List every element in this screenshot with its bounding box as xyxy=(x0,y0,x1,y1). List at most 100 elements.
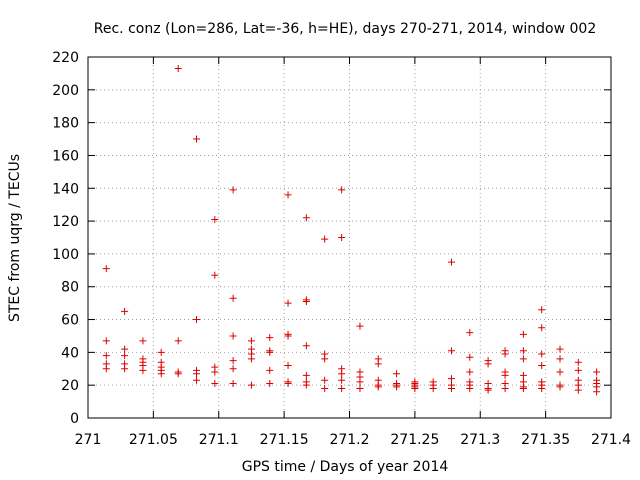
data-point-marker xyxy=(447,347,455,355)
data-point-marker xyxy=(193,376,201,384)
data-point-marker xyxy=(321,384,329,392)
data-point-marker xyxy=(102,337,110,345)
data-point-marker xyxy=(157,370,165,378)
data-point-marker xyxy=(302,297,310,305)
data-point-marker xyxy=(284,380,292,388)
data-point-marker xyxy=(338,186,346,194)
data-point-marker xyxy=(538,361,546,369)
x-tick-label: 271.35 xyxy=(521,432,570,448)
data-point-marker xyxy=(574,358,582,366)
data-point-marker xyxy=(284,191,292,199)
data-point-marker xyxy=(393,370,401,378)
data-point-marker xyxy=(447,258,455,266)
plot-frame xyxy=(87,56,612,419)
data-point-marker xyxy=(466,329,474,337)
data-point-marker xyxy=(102,365,110,373)
data-point-marker xyxy=(266,366,274,374)
y-tick-label: 160 xyxy=(52,148,79,164)
data-point-marker xyxy=(501,384,509,392)
data-point-marker xyxy=(466,368,474,376)
data-point-marker xyxy=(519,330,527,338)
data-point-marker xyxy=(519,347,527,355)
data-point-marker xyxy=(556,355,564,363)
y-tick-label: 220 xyxy=(52,50,79,66)
data-point-marker xyxy=(556,368,564,376)
data-point-marker xyxy=(193,370,201,378)
data-point-marker xyxy=(429,384,437,392)
x-tick-label: 271.2 xyxy=(329,432,369,448)
data-point-marker xyxy=(338,384,346,392)
data-point-marker xyxy=(321,376,329,384)
x-tick-label: 271.3 xyxy=(460,432,500,448)
data-point-marker xyxy=(519,355,527,363)
data-point-marker xyxy=(447,384,455,392)
data-point-marker xyxy=(229,186,237,194)
data-point-marker xyxy=(121,365,129,373)
x-tick-label: 271.4 xyxy=(591,432,631,448)
data-point-marker xyxy=(302,381,310,389)
data-point-marker xyxy=(284,361,292,369)
data-point-marker xyxy=(102,265,110,273)
data-point-marker xyxy=(229,357,237,365)
y-tick-label: 100 xyxy=(52,247,79,263)
data-point-marker xyxy=(466,353,474,361)
data-point-marker xyxy=(247,381,255,389)
x-tick-label: 271.05 xyxy=(129,432,178,448)
data-point-marker xyxy=(484,386,492,394)
data-point-marker xyxy=(538,306,546,314)
data-point-marker xyxy=(211,271,219,279)
y-tick-label: 120 xyxy=(52,214,79,230)
data-point-marker xyxy=(284,299,292,307)
data-point-marker xyxy=(247,355,255,363)
data-point-marker xyxy=(321,235,329,243)
data-point-marker xyxy=(501,350,509,358)
data-point-marker xyxy=(193,135,201,143)
data-point-marker xyxy=(229,294,237,302)
data-point-marker xyxy=(338,234,346,241)
data-point-marker xyxy=(556,383,564,391)
x-tick-label: 271 xyxy=(75,432,102,448)
data-point-marker xyxy=(356,322,364,330)
data-point-marker xyxy=(574,366,582,374)
axis-ticks: 0 20 40 60 80 100 120 140 160 180 200 220 271 271.05 2… xyxy=(52,50,631,448)
data-point-marker xyxy=(484,360,492,368)
data-point-marker xyxy=(338,376,346,384)
data-point-marker xyxy=(174,64,182,72)
data-point-marker xyxy=(411,384,419,392)
data-point-marker xyxy=(466,384,474,392)
data-point-marker xyxy=(519,384,527,392)
data-point-marker xyxy=(266,348,274,356)
y-tick-label: 0 xyxy=(70,411,79,427)
x-tick-label: 271.15 xyxy=(260,432,309,448)
data-point-marker xyxy=(157,348,165,356)
data-point-marker xyxy=(519,371,527,379)
data-point-marker xyxy=(538,384,546,392)
data-point-marker xyxy=(538,324,546,332)
y-tick-label: 180 xyxy=(52,116,79,132)
data-point-marker xyxy=(538,350,546,358)
data-points xyxy=(102,64,601,396)
data-point-marker xyxy=(593,368,601,376)
data-point-marker xyxy=(211,380,219,388)
data-point-marker xyxy=(174,337,182,345)
y-axis-label: STEC from uqrg / TECUs xyxy=(7,154,23,322)
data-point-marker xyxy=(174,370,182,378)
y-tick-label: 60 xyxy=(61,313,79,329)
data-point-marker xyxy=(211,368,219,376)
data-point-marker xyxy=(556,345,564,353)
data-point-marker xyxy=(266,380,274,388)
y-tick-label: 200 xyxy=(52,83,79,99)
data-point-marker xyxy=(139,337,147,345)
data-point-marker xyxy=(284,332,292,340)
data-point-marker xyxy=(121,352,129,360)
data-point-marker xyxy=(321,355,329,363)
data-point-marker xyxy=(139,366,147,374)
chart-title: Rec. conz (Lon=286, Lat=-36, h=HE), days… xyxy=(94,21,596,37)
data-point-marker xyxy=(447,375,455,383)
data-point-marker xyxy=(229,365,237,373)
data-point-marker xyxy=(302,214,310,222)
gridlines xyxy=(88,57,611,418)
data-point-marker xyxy=(593,388,601,396)
data-point-marker xyxy=(374,383,382,391)
